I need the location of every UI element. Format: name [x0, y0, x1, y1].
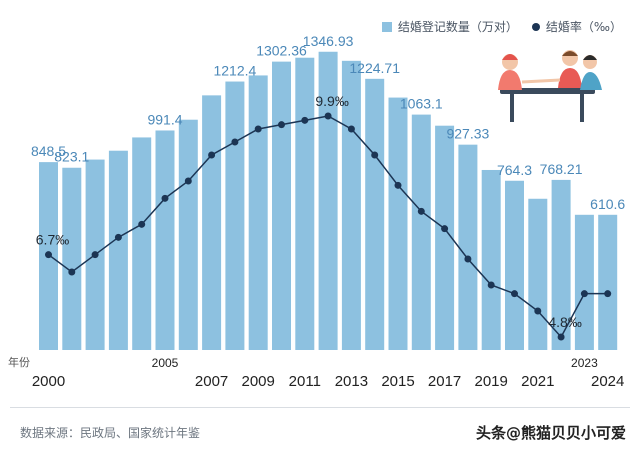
bar-2016: [411, 114, 431, 350]
rate-point-2020: [511, 290, 518, 298]
footer-divider: [10, 407, 630, 408]
bar-2023: [574, 214, 594, 350]
bar-2012: [318, 51, 338, 350]
rate-point-2016: [417, 207, 425, 215]
rate-point-2014: [371, 151, 379, 159]
bar-2010: [272, 61, 291, 350]
bar-2017: [435, 125, 455, 350]
bar-value-label-2010: 1302.36: [256, 43, 307, 59]
rate-point-2015: [394, 181, 402, 189]
x-tick-2019: 2019: [475, 373, 508, 390]
rate-point-2005: [161, 194, 169, 202]
rate-point-2004: [138, 220, 146, 228]
rate-point-2012: [324, 112, 332, 120]
rate-point-2010: [278, 121, 285, 129]
bar-value-label-2014: 1224.71: [349, 60, 400, 76]
x-tick-2015: 2015: [381, 373, 414, 390]
x-tick-2017: 2017: [428, 373, 461, 390]
x-tick-2000: 2000: [32, 373, 65, 390]
bar-value-label-2000: 848.5: [31, 143, 66, 159]
bar-2015: [388, 97, 408, 350]
x-tick-2011: 2011: [289, 373, 321, 390]
bar-value-label-2008: 1212.4: [213, 63, 256, 79]
bar-2001: [62, 167, 82, 350]
bar-value-label-2001: 823.1: [54, 149, 89, 165]
bar-2009: [248, 75, 268, 350]
x-tick-2005: 2005: [152, 356, 179, 370]
bar-2021: [528, 198, 548, 350]
x-tick-2024: 2024: [591, 373, 624, 390]
line-series: [45, 112, 612, 341]
bar-2018: [458, 144, 478, 350]
x-axis-unit-label: 年份: [8, 355, 30, 369]
x-tick-2023: 2023: [571, 356, 598, 370]
rate-point-2021: [534, 307, 542, 315]
bar-2020: [505, 180, 524, 350]
bar-value-label-2020: 764.3: [497, 162, 532, 178]
couple-illustration: [498, 50, 602, 122]
rate-point-2009: [254, 125, 262, 133]
bar-2024: [598, 214, 618, 350]
bar-2006: [178, 119, 198, 350]
legend-line-label: 结婚率（‰）: [545, 20, 622, 34]
bar-value-label-2016: 1063.1: [400, 96, 443, 112]
x-tick-2007: 2007: [195, 373, 228, 390]
rate-point-2007: [208, 151, 216, 159]
bar-2008: [225, 81, 245, 350]
x-tick-2013: 2013: [335, 373, 368, 390]
bar-2014: [365, 78, 385, 351]
rate-point-2019: [487, 281, 495, 289]
rate-point-2008: [231, 138, 239, 146]
bar-2022: [551, 179, 571, 350]
rate-point-2013: [347, 125, 355, 133]
rate-point-2011: [301, 116, 309, 124]
bar-value-label-2018: 927.33: [446, 126, 489, 142]
bar-value-label-2012: 1346.93: [303, 33, 354, 49]
rate-point-2002: [91, 251, 99, 259]
watermark: 头条@熊猫贝贝小可爱: [475, 424, 626, 442]
legend-bar-label: 结婚登记数量（万对）: [397, 20, 518, 34]
x-tick-2021: 2021: [521, 373, 554, 390]
legend-bar-swatch: [381, 21, 392, 32]
rate-point-2006: [184, 177, 192, 185]
bar-2007: [202, 95, 222, 350]
rate-point-2001: [68, 268, 76, 276]
data-source: 数据来源：民政局、国家统计年鉴: [20, 426, 201, 440]
rate-value-label-2000: 6.7‰: [36, 232, 69, 248]
bar-series: [39, 51, 618, 351]
rate-value-label-2012: 9.9‰: [315, 93, 348, 109]
legend-line-swatch: [531, 22, 540, 31]
rate-point-2022: [557, 333, 565, 341]
rate-point-2018: [464, 255, 472, 263]
rate-value-label-2022: 4.8‰: [548, 314, 581, 330]
rate-point-2017: [441, 225, 449, 233]
rate-point-2024: [604, 290, 612, 298]
bar-2011: [295, 57, 315, 350]
bar-value-label-2005: 991.4: [147, 111, 182, 127]
bar-2013: [341, 60, 361, 351]
rate-point-2023: [580, 290, 588, 298]
x-tick-2009: 2009: [242, 373, 275, 390]
bar-2019: [481, 169, 501, 350]
bar-value-label-2024: 610.6: [590, 196, 625, 212]
bar-value-label-2022: 768.21: [540, 161, 583, 177]
legend: 结婚登记数量（万对） 结婚率（‰）: [381, 18, 622, 35]
bar-2005: [155, 130, 175, 350]
bar-2004: [132, 137, 152, 350]
bar-2003: [108, 150, 128, 350]
rate-point-2000: [45, 251, 52, 259]
rate-point-2003: [114, 233, 122, 241]
